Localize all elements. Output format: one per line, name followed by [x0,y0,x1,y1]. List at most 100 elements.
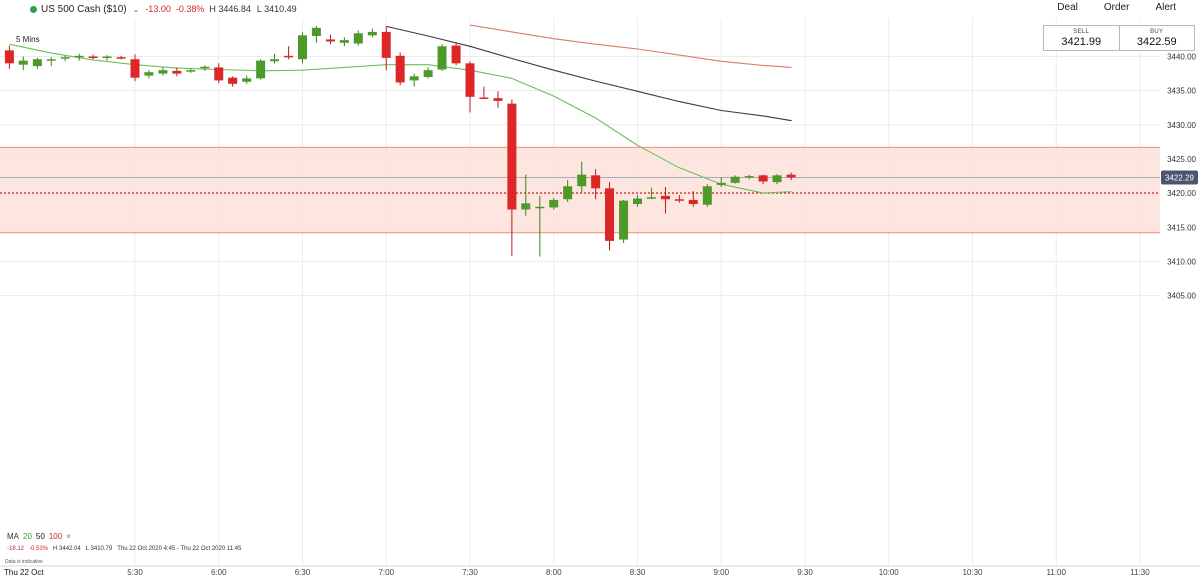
candle [367,28,377,38]
candle-body [130,59,140,78]
candlesticks [4,25,796,257]
candle-body [605,188,615,241]
candle-body [74,55,84,58]
candle-body [339,40,349,43]
alert-button[interactable]: Alert [1155,2,1176,13]
ma100-line [469,24,792,68]
candle [381,26,391,71]
candle-body [619,200,629,240]
candle [18,56,28,71]
candle-body [758,175,768,182]
y-tick-label: 3420.00 [1167,189,1196,198]
candle [577,161,587,193]
x-tick-label: 9:30 [797,568,813,577]
data-indicative-note: Data is indicative [5,559,43,565]
candle-body [144,72,154,76]
candle [4,45,14,69]
y-tick-label: 3405.00 [1167,292,1196,301]
buy-button[interactable]: BUY 3422.59 [1118,26,1195,50]
candle-body [367,31,377,36]
range-high: H 3442.04 [53,546,81,552]
order-button[interactable]: Order [1103,2,1130,13]
buy-price: 3422.59 [1136,35,1177,48]
candle [423,67,433,79]
x-tick-label: 10:00 [879,568,900,577]
candle [758,174,768,185]
sell-price: 3421.99 [1061,35,1102,48]
candle [465,61,475,113]
candle-body [507,103,517,210]
zone-band [0,147,1160,233]
candle-body [577,174,587,187]
candle-body [493,98,503,101]
candle-body [646,197,656,199]
sell-button[interactable]: SELL 3421.99 [1044,26,1119,50]
candle [619,199,629,243]
y-tick-label: 3425.00 [1167,155,1196,164]
y-tick-label: 3410.00 [1167,257,1196,266]
price-zone [0,146,1160,234]
candle [325,34,335,45]
candle [563,180,573,202]
candle-body [772,175,782,183]
candle-body [298,35,307,60]
chart-grid [0,18,1160,566]
candle [633,195,642,207]
candle [186,68,196,73]
candle-body [563,186,573,200]
candle-body [88,56,98,58]
candle-body [214,67,224,81]
close-icon[interactable]: × [66,532,71,541]
candle-body [660,195,670,200]
candle-body [674,199,684,201]
ma-legend[interactable]: MA 20 50 100 × [7,532,71,541]
candle [451,42,461,66]
y-tick-label: 3435.00 [1167,87,1196,96]
candle-body [535,206,545,209]
change-percent: -0.38% [175,4,205,14]
candle [744,174,754,180]
candle-body [437,46,447,70]
candle [353,30,363,46]
ma20-label: 20 [23,532,32,541]
candle [409,73,419,87]
x-tick-label: 9:00 [713,568,729,577]
x-tick-label: 5:30 [127,568,143,577]
candle-body [242,78,252,82]
candle-body [200,66,210,69]
x-tick-label: Thu 22 Oct [4,568,44,577]
candle-body [228,77,238,84]
candle [158,67,168,76]
timeframe-label[interactable]: 5 Mins [16,35,40,44]
candle [395,52,405,86]
instrument-name[interactable]: US 500 Cash ($10) [41,3,127,15]
candle [521,174,531,216]
chevron-down-icon[interactable]: ⌄ [132,4,140,14]
action-menu: Deal Order Alert [1057,2,1176,13]
candle-body [702,186,712,205]
range-change-percent: -0.53% [29,546,49,552]
chart-axes: 3440.00 3435.00 3430.00 3425.00 3420.00 3415.… [0,53,1200,577]
candle-body [256,60,266,79]
candle [46,57,56,67]
candle-body [32,59,42,67]
x-tick-label: 8:00 [546,568,562,577]
candle-body [716,182,726,185]
candle [605,182,615,251]
candle [702,184,712,207]
candle-body [172,70,182,74]
candle-body [688,199,698,205]
candle [256,59,266,80]
candle [172,67,182,77]
candle-body [381,31,391,58]
deal-button[interactable]: Deal [1057,2,1078,13]
candle-body [284,55,294,58]
candle-body [744,176,754,178]
candle [493,91,503,108]
candle [688,191,698,207]
candle-body [102,56,112,58]
ma100-label: 100 [48,532,63,541]
candle [242,75,252,84]
candle-body [116,57,126,59]
